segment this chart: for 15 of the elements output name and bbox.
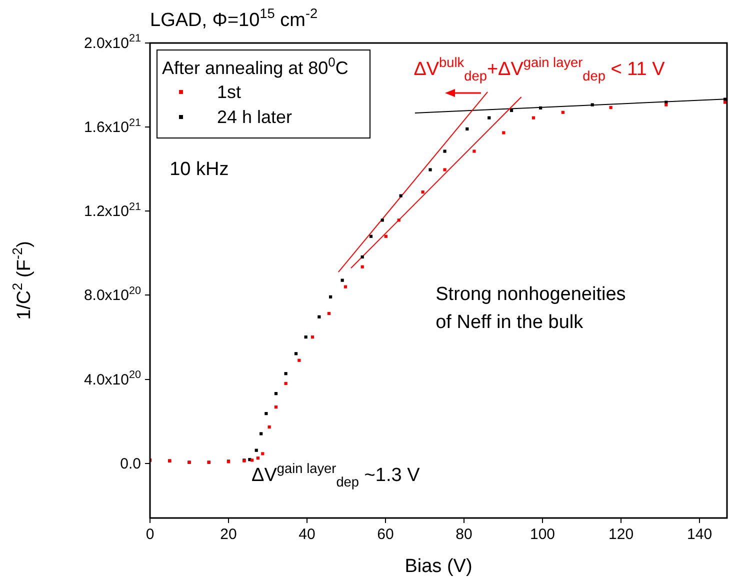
x-tick-label: 100	[530, 526, 556, 544]
x-tick-label: 40	[298, 526, 316, 544]
x-tick-label: 140	[687, 526, 712, 544]
legend-label: 1st	[217, 82, 242, 102]
x-tick-label: 20	[220, 526, 237, 544]
x-tick-label: 120	[608, 526, 634, 544]
x-tick-label: 0	[146, 526, 154, 544]
annotation: 10 kHz	[170, 159, 229, 180]
x-axis-title: Bias (V)	[404, 556, 472, 577]
legend-label: 24 h later	[217, 107, 292, 127]
y-tick-label: 0.0	[120, 455, 142, 472]
y-axis-title: 1/C2 (F-2)	[10, 241, 35, 320]
annotation: Strong nonhogeneities of Neff in the bulk	[436, 284, 626, 333]
x-tick-label: 80	[456, 526, 472, 544]
x-tick-label: 60	[377, 526, 394, 544]
